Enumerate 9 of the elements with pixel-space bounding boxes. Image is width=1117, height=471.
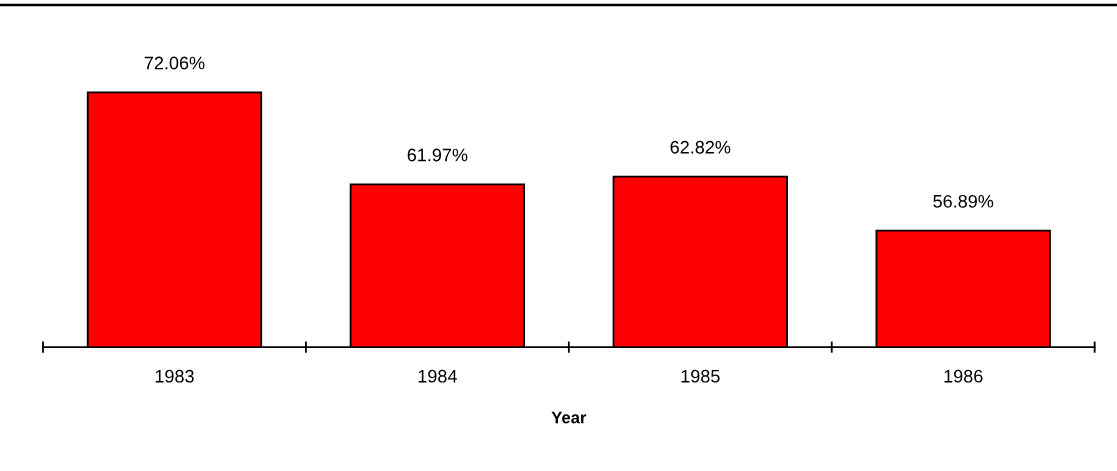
x-tick-label: 1983: [155, 369, 194, 383]
x-tick-label: 1985: [681, 369, 720, 383]
x-axis-title: Year: [551, 411, 587, 424]
data-label: 56.89%: [933, 194, 994, 208]
data-label: 62.82%: [670, 140, 731, 154]
x-tick-label: 1984: [418, 369, 457, 383]
x-tick-label: 1986: [944, 369, 983, 383]
data-label: 72.06%: [144, 56, 205, 70]
data-label: 61.97%: [407, 148, 468, 162]
